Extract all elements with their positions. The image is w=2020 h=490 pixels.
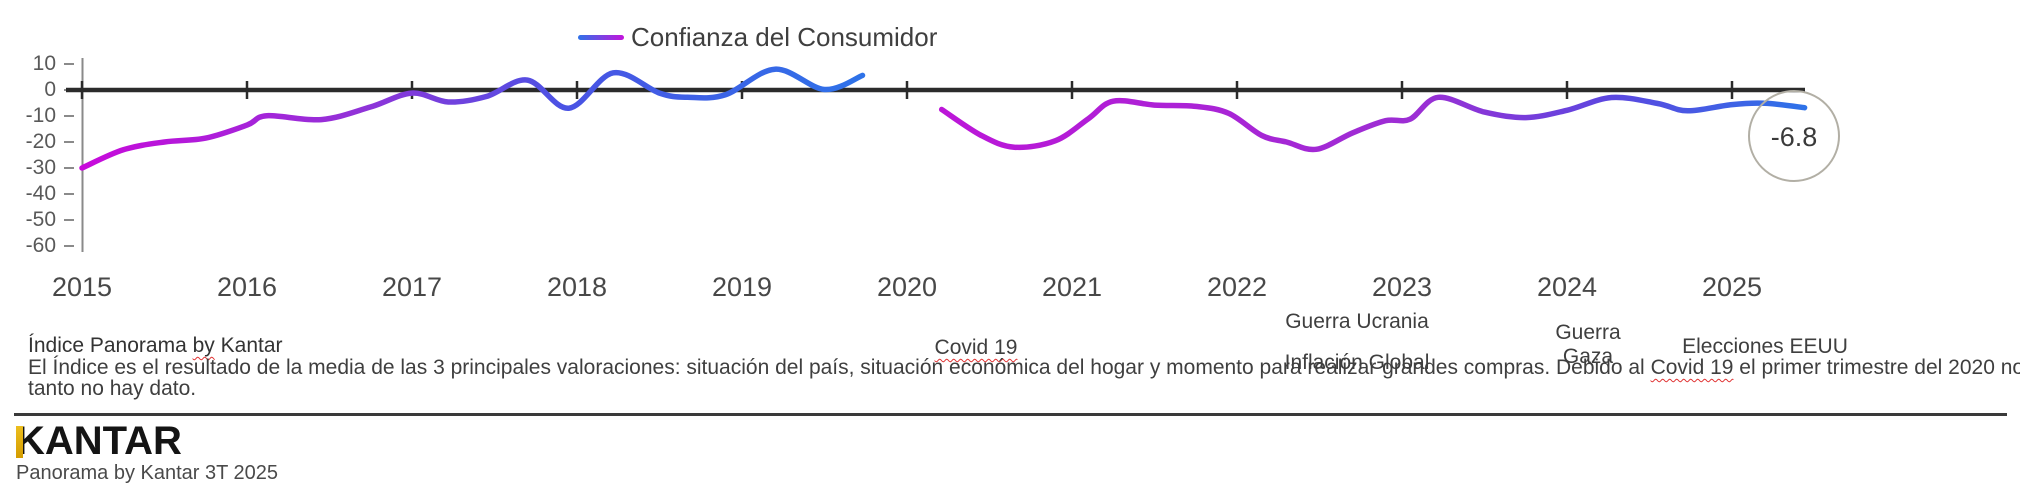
series-line-2020-2025-post-covid (938, 94, 1808, 153)
x-axis-label-2018: 2018 (546, 272, 608, 302)
x-axis-label-2022: 2022 (1206, 272, 1268, 302)
y-axis-label-10: 10 (32, 52, 56, 75)
index-title: Índice Panorama by Kantar (28, 334, 283, 358)
y-axis-label--60: -60 (25, 234, 56, 257)
footnote-line2: tanto no hay dato. (28, 377, 197, 400)
x-axis-label-2020: 2020 (876, 272, 938, 302)
y-axis-label-0: 0 (44, 78, 56, 101)
kantar-logo-text: KANTAR (16, 419, 182, 463)
x-axis-label-2015: 2015 (51, 272, 113, 302)
y-axis-label--40: -40 (25, 182, 56, 205)
index-title-by: by (192, 334, 215, 357)
latest-value-badge: -6.8 (1770, 122, 1818, 152)
latest-value-circle (1748, 90, 1840, 182)
footer-subtitle: Panorama by Kantar 3T 2025 (16, 462, 279, 484)
annotation-inflaci-n-global: Inflación Global (1177, 351, 1537, 375)
x-axis-label-2023: 2023 (1371, 272, 1433, 302)
y-axis-label--20: -20 (25, 130, 56, 153)
index-title-post: Kantar (214, 334, 283, 357)
annotation-text-guerra-gaza: Guerra Gaza (1555, 321, 1621, 368)
footnote-body-pre: El Índice es el resultado de la media de… (28, 356, 1651, 379)
x-axis-label-2019: 2019 (711, 272, 773, 302)
chart-legend: Confianza del Consumidor (578, 22, 937, 53)
annotation-covid-19: Covid 19 (796, 336, 1156, 360)
footnote-body-covid: Covid 19 (1650, 356, 1734, 379)
annotation-text-elecciones-eeuu: Elecciones EEUU (1682, 335, 1848, 358)
footer-divider (14, 413, 2007, 416)
x-axis-label-2021: 2021 (1041, 272, 1103, 302)
x-axis-label-2016: 2016 (216, 272, 278, 302)
y-axis-label--50: -50 (25, 208, 56, 231)
x-axis-label-2017: 2017 (381, 272, 443, 302)
kantar-logo: KANTAR (16, 420, 182, 462)
series-line-2015-2019-pre-covid (79, 66, 866, 171)
legend-label: Confianza del Consumidor (631, 22, 938, 52)
y-axis-label--30: -30 (25, 156, 56, 179)
consumer-confidence-chart (64, 58, 1840, 252)
annotation-guerra-gaza: Guerra Gaza (1408, 321, 1768, 369)
footnote-body-post: el primer trimestre del 2020 no se reali… (1739, 356, 2020, 379)
legend-line-swatch (578, 35, 624, 40)
x-axis-label-2024: 2024 (1536, 272, 1598, 302)
kantar-logo-gold-bar (16, 426, 23, 458)
index-title-pre: Índice Panorama (28, 334, 193, 357)
annotation-text-inflaci-n-global: Inflación Global (1284, 351, 1430, 374)
annotation-text-covid-19: Covid 19 (934, 336, 1018, 359)
annotation-guerra-ucrania: Guerra Ucrania (1177, 310, 1537, 334)
footnote-body: El Índice es el resultado de la media de… (28, 356, 2020, 380)
x-axis-label-2025: 2025 (1701, 272, 1763, 302)
y-axis-label--10: -10 (25, 104, 56, 127)
annotation-elecciones-eeuu: Elecciones EEUU (1585, 335, 1945, 359)
annotation-text-guerra-ucrania: Guerra Ucrania (1285, 310, 1429, 333)
